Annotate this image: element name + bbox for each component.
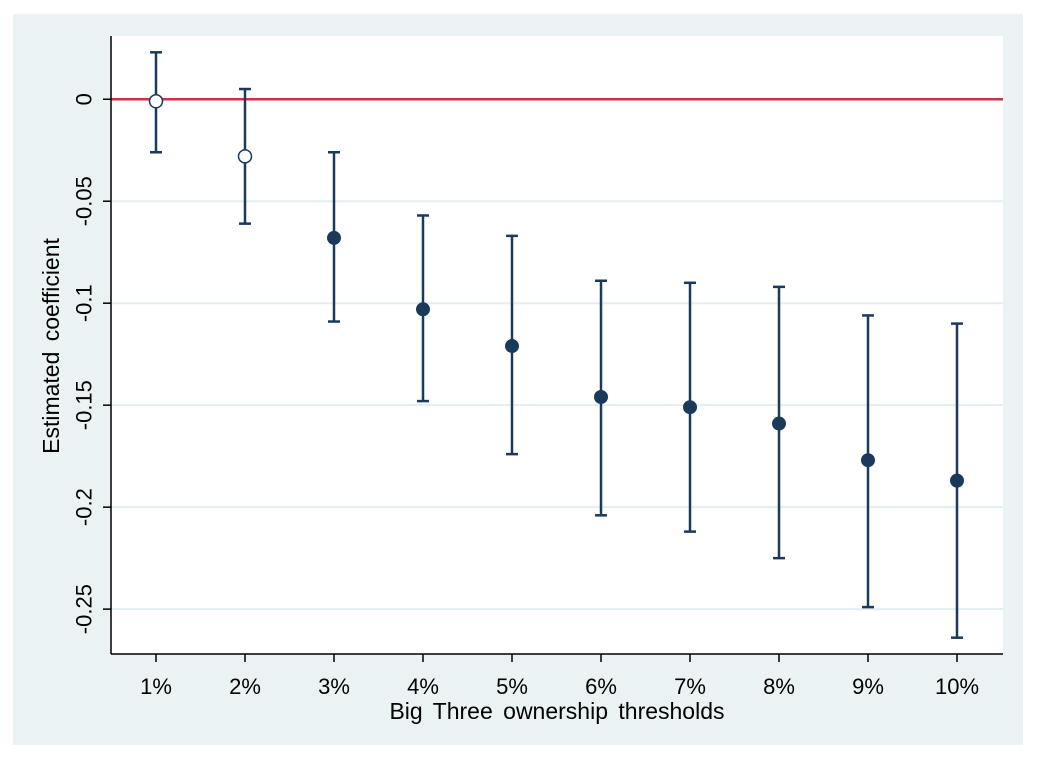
x-tick-label: 1%: [140, 674, 172, 699]
y-tick-label: -0.15: [72, 380, 97, 430]
x-axis-title: Big Three ownership thresholds: [389, 698, 724, 724]
point-estimate-hollow: [148, 94, 164, 109]
x-ticks: 1% 2% 3% 4% 5% 6% 7% 8% 9% 10%: [140, 654, 979, 699]
y-tick-label: -0.05: [72, 176, 97, 226]
plot-area: [111, 36, 1003, 654]
chart-frame: 0 -0.05 -0.1 -0.15 -0.2 -0.25 1% 2% 3% 4% 5% 6% 7% 8…: [13, 14, 1023, 745]
y-axis-title: Estimated coefficient: [38, 237, 64, 453]
x-tick-label: 8%: [763, 674, 795, 699]
point-estimate: [772, 416, 786, 431]
y-ticks: 0 -0.05 -0.1 -0.15 -0.2 -0.25: [72, 93, 111, 634]
x-tick-label: 7%: [674, 674, 706, 699]
point-estimates: [148, 94, 964, 488]
point-estimate: [594, 390, 608, 405]
y-tick-label: -0.1: [72, 284, 97, 322]
point-estimate: [861, 453, 875, 468]
x-tick-label: 9%: [852, 674, 884, 699]
x-tick-label: 10%: [935, 674, 979, 699]
point-estimate: [416, 302, 430, 317]
y-tick-label: 0: [72, 93, 97, 105]
point-estimate-hollow: [237, 149, 253, 164]
gridlines: [111, 200, 1003, 611]
x-tick-label: 5%: [496, 674, 528, 699]
point-estimate: [505, 339, 519, 354]
point-estimate: [327, 230, 341, 245]
x-tick-label: 3%: [318, 674, 350, 699]
chart: 0 -0.05 -0.1 -0.15 -0.2 -0.25 1% 2% 3% 4% 5% 6% 7% 8…: [38, 36, 1003, 724]
point-estimate: [950, 473, 964, 488]
x-tick-label: 2%: [229, 674, 261, 699]
x-tick-label: 6%: [585, 674, 617, 699]
x-tick-label: 4%: [407, 674, 439, 699]
y-tick-label: -0.2: [72, 488, 97, 526]
axes: [110, 36, 1003, 655]
point-estimate: [683, 400, 697, 415]
y-tick-label: -0.25: [72, 584, 97, 634]
